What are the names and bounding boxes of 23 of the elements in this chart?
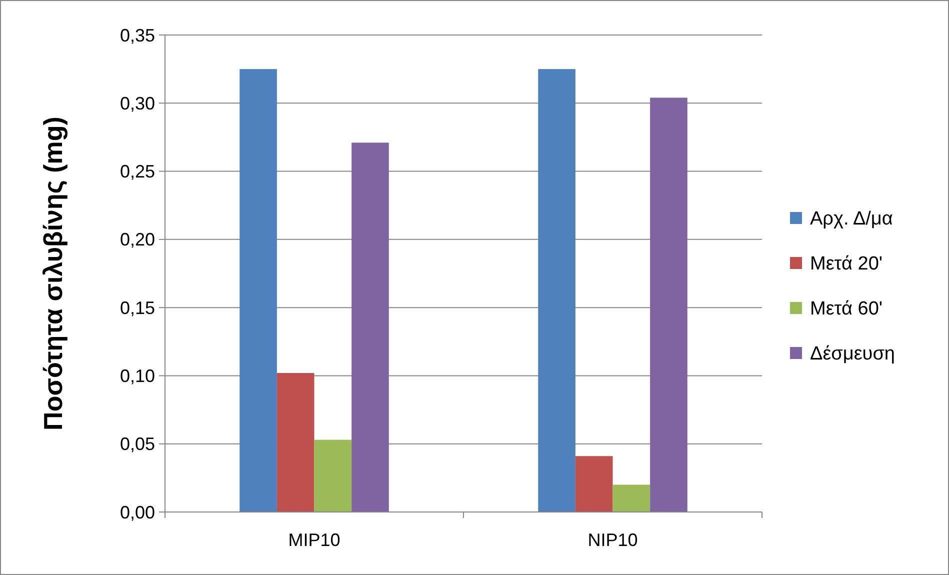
- y-tick-label: 0,30: [120, 93, 155, 114]
- y-tick-label: 0,10: [120, 366, 155, 386]
- legend-label: Μετά 20': [810, 254, 883, 275]
- legend-label: Μετά 60': [810, 298, 883, 320]
- bar: [575, 456, 613, 512]
- bar: [240, 69, 277, 512]
- y-tick-label: 0,05: [120, 434, 155, 454]
- y-axis-title: Ποσότητα σιλυβίνης (mg): [38, 116, 68, 430]
- bar: [612, 484, 650, 512]
- bar: [650, 98, 688, 512]
- bar: [538, 69, 576, 512]
- y-tick-label: 0,25: [120, 162, 155, 182]
- y-tick-label: 0,20: [120, 230, 155, 250]
- bar: [276, 372, 314, 512]
- legend-label: Δέσμευση: [810, 344, 895, 365]
- x-tick-label: NIP10: [588, 530, 638, 550]
- bar: [314, 440, 352, 512]
- y-tick-label: 0,35: [120, 25, 155, 46]
- y-tick-label: 0,15: [120, 298, 155, 318]
- x-tick-label: MIP10: [288, 530, 340, 550]
- legend-label: Αρχ. Δ/μα: [810, 208, 893, 230]
- bar: [352, 142, 389, 512]
- y-tick-label: 0,00: [120, 502, 155, 522]
